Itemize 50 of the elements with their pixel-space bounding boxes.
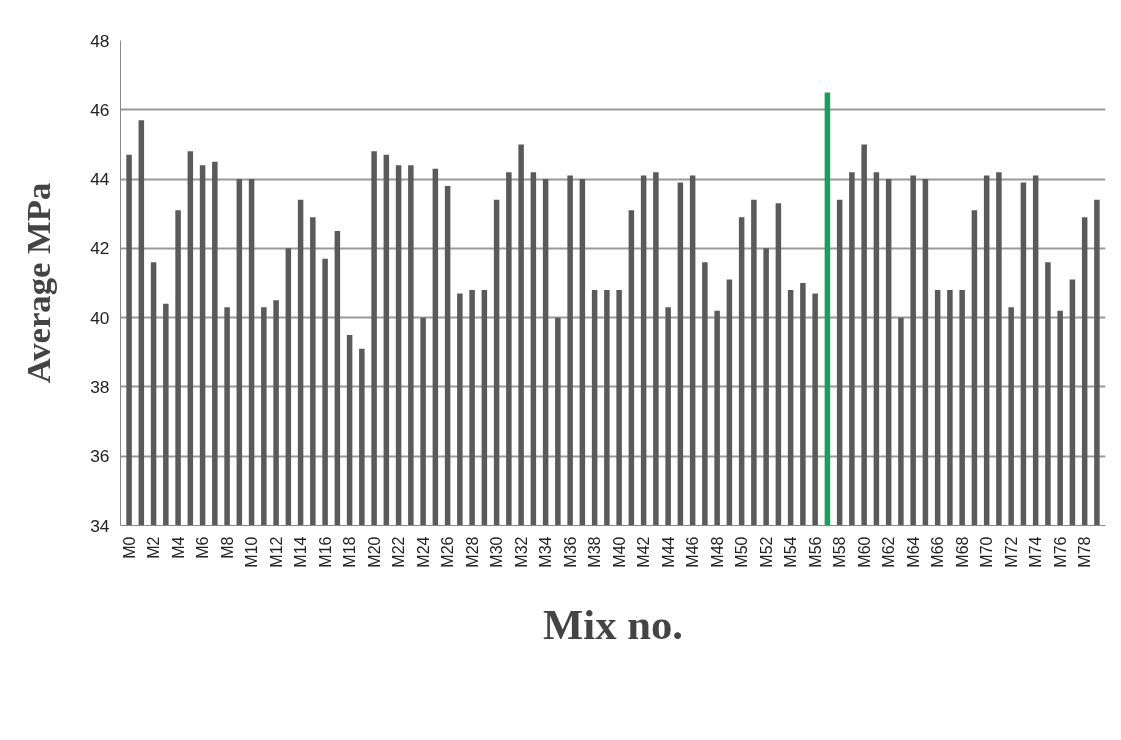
x-tick-label: M74 [1027, 536, 1045, 568]
x-tick-label: M22 [390, 536, 408, 568]
x-tick-label: M64 [904, 536, 922, 568]
y-tick-label: 44 [90, 169, 110, 190]
x-tick-label: M78 [1076, 536, 1094, 568]
x-tick-label: M40 [610, 536, 628, 568]
x-tick-label: M42 [635, 536, 653, 568]
x-tick-label: M76 [1051, 536, 1069, 568]
x-tick-label: M20 [365, 536, 383, 568]
y-tick-label: 40 [90, 307, 110, 328]
x-tick-label: M0 [120, 536, 138, 559]
y-tick-label: 34 [90, 515, 110, 536]
y-tick-label: 48 [90, 30, 110, 51]
x-tick-label: M28 [463, 536, 481, 568]
x-tick-label: M8 [218, 536, 236, 559]
x-tick-label: M70 [978, 536, 996, 568]
x-axis-title: Mix no. [543, 600, 683, 648]
x-tick-label: M72 [1002, 536, 1020, 568]
x-tick-label: M36 [561, 536, 579, 568]
x-tick-label: M34 [537, 536, 555, 568]
x-tick-label: M60 [855, 536, 873, 568]
x-tick-label: M18 [341, 536, 359, 568]
x-tick-label: M30 [488, 536, 506, 568]
x-tick-label: M38 [586, 536, 604, 568]
x-tick-label: M66 [929, 536, 947, 568]
x-tick-label: M26 [439, 536, 457, 568]
x-tick-label: M16 [316, 536, 334, 568]
y-tick-label: 38 [90, 376, 110, 397]
x-tick-label: M4 [169, 536, 187, 559]
x-tick-label: M24 [414, 536, 432, 568]
y-tick-label: 46 [90, 99, 110, 120]
x-tick-label: M58 [831, 536, 849, 568]
x-tick-label: M2 [145, 536, 163, 559]
y-axis-title: Average MPa [19, 182, 58, 384]
x-tick-label: M10 [243, 536, 261, 568]
x-tick-label: M12 [267, 536, 285, 568]
x-tick-label: M54 [782, 536, 800, 568]
x-tick-label: M52 [757, 536, 775, 568]
x-tick-label: M46 [684, 536, 702, 568]
x-tick-label: M50 [733, 536, 751, 568]
x-tick-label: M48 [708, 536, 726, 568]
x-tick-label: M44 [659, 536, 677, 568]
x-tick-label: M62 [880, 536, 898, 568]
x-tick-label: M32 [512, 536, 530, 568]
y-tick-label: 42 [90, 238, 110, 259]
x-tick-label: M14 [292, 536, 310, 568]
x-tick-label: M6 [194, 536, 212, 559]
x-tick-label: M68 [953, 536, 971, 568]
y-tick-label: 36 [90, 446, 110, 467]
x-tick-label: M56 [806, 536, 824, 568]
